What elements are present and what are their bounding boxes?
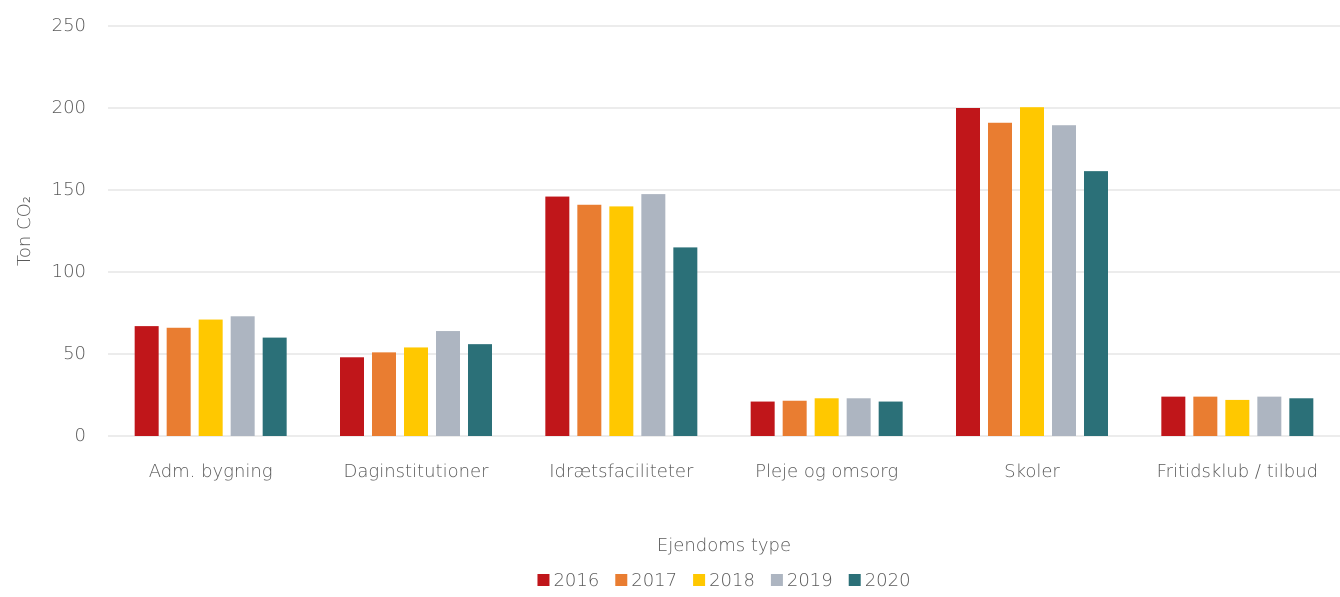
y-tick-label: 100 xyxy=(52,261,86,282)
bar xyxy=(750,401,775,436)
y-tick-label: 150 xyxy=(52,179,86,200)
bar xyxy=(134,326,159,436)
bar xyxy=(846,398,871,436)
bar xyxy=(673,247,698,436)
legend-swatch xyxy=(537,574,550,586)
bar xyxy=(340,357,364,436)
bar xyxy=(230,316,255,436)
y-tick-label: 0 xyxy=(75,425,86,446)
bar xyxy=(1161,396,1186,436)
bar xyxy=(372,352,396,436)
legend-swatch xyxy=(693,574,706,586)
bar xyxy=(577,204,602,436)
bar xyxy=(436,331,460,436)
bar xyxy=(1084,171,1108,436)
bar xyxy=(956,108,980,436)
y-tick-label: 250 xyxy=(52,15,86,36)
bar xyxy=(262,337,287,436)
x-tick-label: Daginstitutioner xyxy=(344,461,490,482)
legend-swatch xyxy=(770,574,783,586)
bar xyxy=(814,398,839,436)
bar xyxy=(468,344,492,436)
bar xyxy=(988,122,1012,436)
x-axis-label: Ejendoms type xyxy=(657,535,791,556)
y-tick-label: 50 xyxy=(63,343,86,364)
bar xyxy=(1052,125,1076,436)
bar xyxy=(166,327,191,436)
bar xyxy=(1020,107,1044,437)
x-tick-label: Fritidsklub / tilbud xyxy=(1157,461,1318,482)
x-tick-label: Adm. bygning xyxy=(149,461,273,482)
bar xyxy=(198,319,223,436)
bar xyxy=(609,206,634,436)
y-axis-label: Ton CO₂ xyxy=(14,196,35,266)
bar xyxy=(782,400,807,436)
bar xyxy=(545,196,570,436)
legend-label: 2019 xyxy=(787,570,833,591)
y-tick-label: 200 xyxy=(52,97,86,118)
bar xyxy=(1289,398,1314,436)
legend-label: 2020 xyxy=(865,570,911,591)
legend-label: 2016 xyxy=(553,570,599,591)
x-tick-label: Skoler xyxy=(1004,461,1060,482)
bar xyxy=(1257,396,1282,436)
bar xyxy=(1225,399,1250,436)
x-tick-label: Pleje og omsorg xyxy=(755,461,898,482)
legend-label: 2017 xyxy=(631,570,677,591)
x-tick-label: Idrætsfaciliteter xyxy=(549,461,694,482)
bar xyxy=(1193,396,1218,436)
bar xyxy=(641,194,666,436)
bar xyxy=(404,347,428,436)
legend-swatch xyxy=(848,574,861,586)
legend-label: 2018 xyxy=(709,570,755,591)
legend-swatch xyxy=(615,574,628,586)
bar xyxy=(878,401,903,436)
